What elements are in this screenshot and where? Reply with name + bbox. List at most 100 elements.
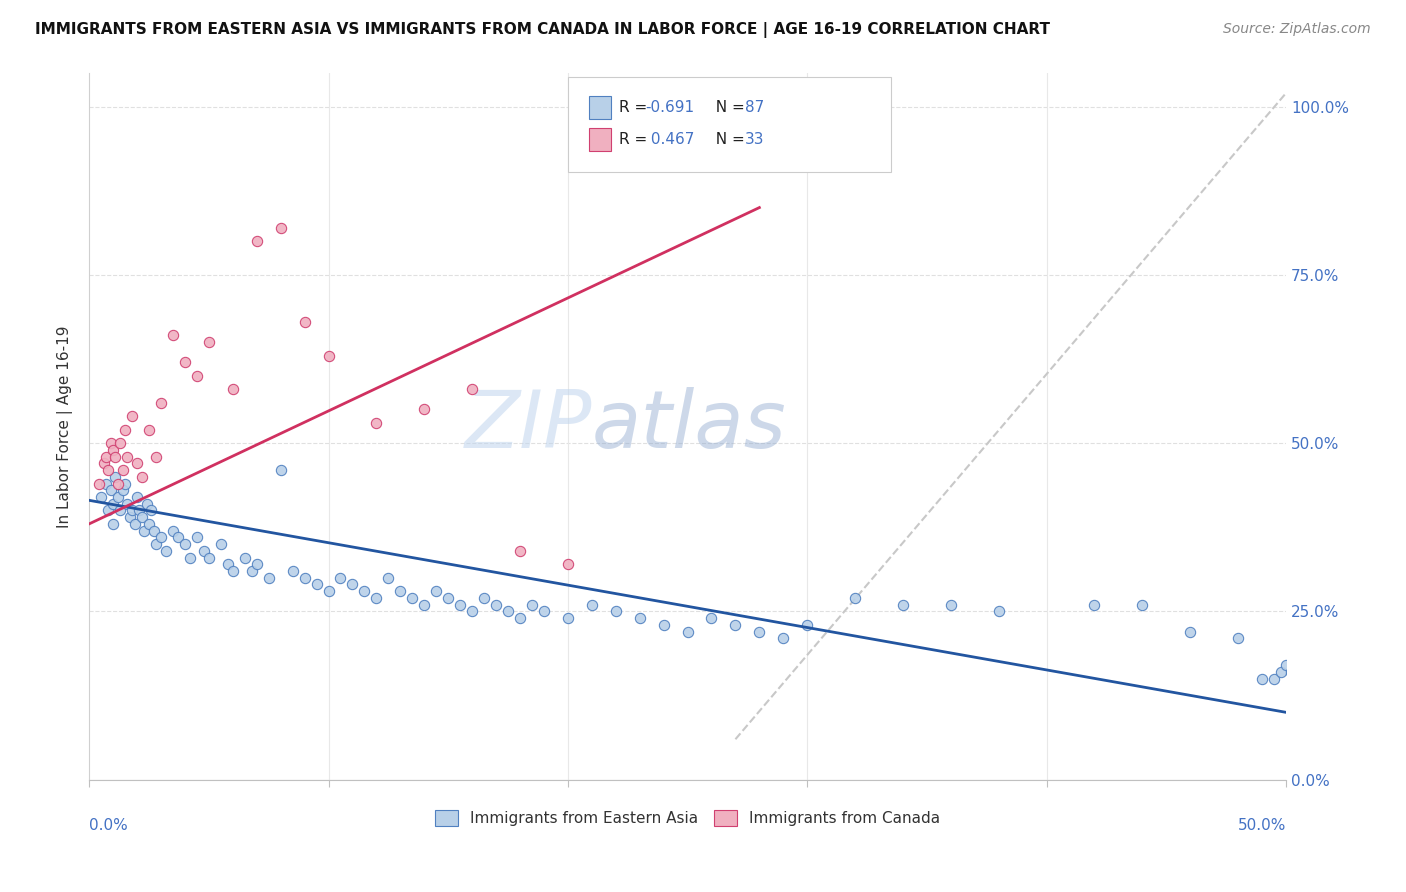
Text: -0.691: -0.691 bbox=[645, 100, 695, 115]
Point bbox=[557, 611, 579, 625]
Point bbox=[217, 558, 239, 572]
Point bbox=[246, 558, 269, 572]
Point bbox=[472, 591, 495, 605]
Point bbox=[155, 543, 177, 558]
Point bbox=[135, 497, 157, 511]
Text: Source: ZipAtlas.com: Source: ZipAtlas.com bbox=[1223, 22, 1371, 37]
Text: N =: N = bbox=[706, 100, 749, 115]
Text: atlas: atlas bbox=[592, 387, 786, 466]
Point bbox=[125, 490, 148, 504]
Point bbox=[844, 591, 866, 605]
Point bbox=[174, 355, 197, 369]
Point bbox=[97, 503, 120, 517]
Text: 0.467: 0.467 bbox=[645, 132, 695, 147]
Point bbox=[166, 530, 188, 544]
Point bbox=[281, 564, 304, 578]
Point bbox=[104, 470, 127, 484]
Point bbox=[128, 503, 150, 517]
Point bbox=[246, 234, 269, 248]
Point bbox=[149, 530, 172, 544]
Point bbox=[94, 476, 117, 491]
Point bbox=[209, 537, 232, 551]
Point bbox=[581, 598, 603, 612]
Point bbox=[1083, 598, 1105, 612]
Point bbox=[891, 598, 914, 612]
Point bbox=[186, 368, 208, 383]
Point bbox=[124, 516, 146, 531]
Point bbox=[294, 571, 316, 585]
Point bbox=[270, 220, 292, 235]
Point bbox=[520, 598, 543, 612]
Point bbox=[114, 423, 136, 437]
Point bbox=[134, 524, 156, 538]
Point bbox=[138, 423, 160, 437]
Point bbox=[101, 516, 124, 531]
Point bbox=[294, 315, 316, 329]
Point bbox=[162, 524, 184, 538]
Point bbox=[101, 497, 124, 511]
Point bbox=[389, 584, 412, 599]
Point bbox=[987, 604, 1010, 618]
Point bbox=[318, 349, 340, 363]
Point bbox=[111, 463, 134, 477]
Point bbox=[118, 510, 141, 524]
Point bbox=[93, 456, 115, 470]
Point bbox=[329, 571, 352, 585]
Point bbox=[179, 550, 201, 565]
Point bbox=[1180, 624, 1202, 639]
Point bbox=[162, 328, 184, 343]
Point bbox=[318, 584, 340, 599]
Point bbox=[377, 571, 399, 585]
Point bbox=[724, 100, 747, 114]
Point bbox=[496, 604, 519, 618]
Point bbox=[700, 611, 723, 625]
Point bbox=[1130, 598, 1153, 612]
Point bbox=[233, 550, 256, 565]
Point bbox=[198, 335, 221, 350]
Point bbox=[149, 396, 172, 410]
Point bbox=[1227, 632, 1250, 646]
Point bbox=[796, 617, 818, 632]
Point bbox=[772, 632, 794, 646]
Point bbox=[461, 604, 484, 618]
Point bbox=[125, 456, 148, 470]
Point bbox=[366, 591, 388, 605]
Point bbox=[509, 611, 531, 625]
Point bbox=[628, 611, 651, 625]
Point bbox=[117, 450, 139, 464]
Y-axis label: In Labor Force | Age 16-19: In Labor Force | Age 16-19 bbox=[58, 325, 73, 527]
Point bbox=[104, 450, 127, 464]
Point bbox=[90, 490, 112, 504]
Point bbox=[110, 436, 132, 450]
Point bbox=[509, 543, 531, 558]
Point bbox=[121, 503, 143, 517]
Point bbox=[437, 591, 460, 605]
Point bbox=[748, 624, 770, 639]
Point bbox=[193, 543, 215, 558]
Point bbox=[145, 537, 167, 551]
Point bbox=[485, 598, 508, 612]
Point bbox=[222, 382, 245, 396]
Point bbox=[94, 450, 117, 464]
Text: ZIP: ZIP bbox=[464, 387, 592, 466]
Point bbox=[270, 463, 292, 477]
Point bbox=[557, 558, 579, 572]
Text: 87: 87 bbox=[745, 100, 765, 115]
Point bbox=[1263, 672, 1285, 686]
Point bbox=[174, 537, 197, 551]
Text: 50.0%: 50.0% bbox=[1237, 819, 1286, 833]
Point bbox=[87, 476, 110, 491]
Text: 33: 33 bbox=[745, 132, 765, 147]
Point bbox=[222, 564, 245, 578]
Point bbox=[97, 463, 120, 477]
Bar bbox=[589, 96, 612, 119]
Text: IMMIGRANTS FROM EASTERN ASIA VS IMMIGRANTS FROM CANADA IN LABOR FORCE | AGE 16-1: IMMIGRANTS FROM EASTERN ASIA VS IMMIGRAN… bbox=[35, 22, 1050, 38]
Point bbox=[131, 510, 153, 524]
Point bbox=[652, 617, 675, 632]
Point bbox=[101, 442, 124, 457]
Point bbox=[1270, 665, 1292, 679]
Point bbox=[724, 617, 747, 632]
Legend: Immigrants from Eastern Asia, Immigrants from Canada: Immigrants from Eastern Asia, Immigrants… bbox=[429, 804, 946, 832]
Point bbox=[111, 483, 134, 498]
Point bbox=[107, 476, 129, 491]
